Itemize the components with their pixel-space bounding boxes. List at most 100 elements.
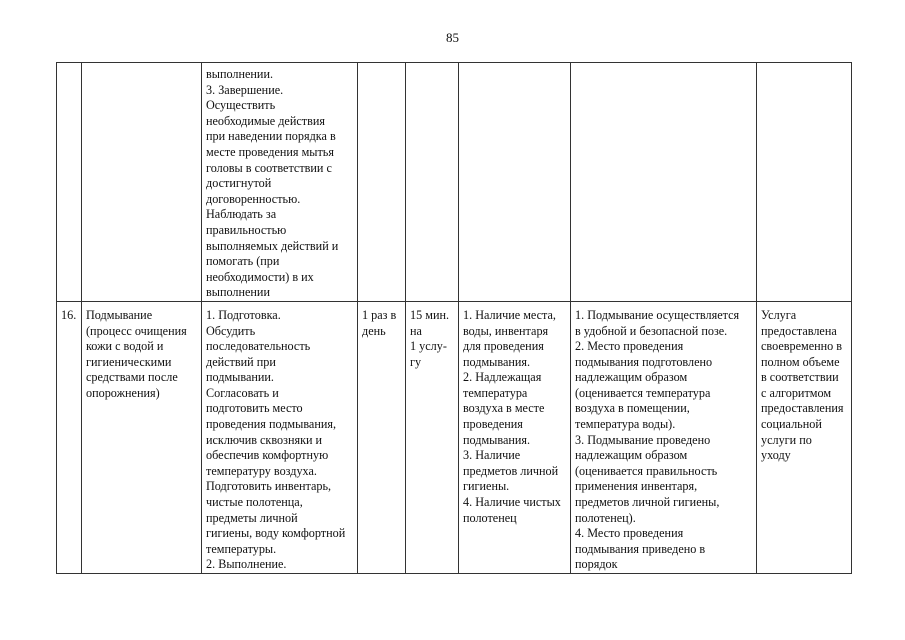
text-line: исключив сквозняки и [206, 432, 323, 447]
text-line: 1. Подмывание осуществляется [575, 307, 740, 322]
text-line: выполняемых действий и [206, 238, 339, 253]
text-line: полотенец [463, 510, 517, 525]
text-line: подмывания подготовлено [575, 354, 713, 369]
text-line: 4. Место проведения [575, 526, 684, 541]
text-line: услуги по [761, 432, 812, 447]
text-line: 2. Надлежащая [463, 370, 542, 385]
text-line: опорожнения) [86, 385, 160, 400]
text-line: полном объеме [761, 354, 840, 369]
text-line: проведения подмывания, [206, 417, 337, 432]
cell-service-name [81, 62, 202, 302]
text-line: 4. Наличие чистых [463, 495, 561, 510]
text-line: головы в соответствии с [206, 160, 332, 175]
cell-frequency: 1 раз в день [357, 300, 406, 575]
text-line: Услуга [761, 307, 797, 322]
cell-result: Услуга предоставлена своевременно в полном … [756, 300, 852, 575]
text-line: подмывания приведено в [575, 541, 706, 556]
text-line: гу [410, 354, 422, 369]
text-line: средствами после [86, 370, 178, 385]
text-line: кожи с водой и [86, 339, 164, 354]
text-line: Осуществить [206, 98, 276, 113]
text-line: выполнении. [206, 67, 274, 81]
cell-number [56, 62, 82, 302]
text-line: температуру воздуха. [206, 463, 317, 478]
cell-result [756, 62, 852, 302]
text-line: температура [463, 385, 528, 400]
cell-service-name: Подмывание (процесс очищения кожи с водой … [81, 300, 202, 575]
text-line: 15 мин. [410, 307, 450, 322]
text-line: (процесс очищения [86, 323, 187, 338]
text-line: проведения [463, 417, 523, 432]
text-line: Подготовить инвентарь, [206, 479, 332, 494]
cell-quality-indicators: 1. Подмывание осуществляется в удобной и … [570, 300, 757, 575]
text-line: (оценивается правильность [575, 463, 718, 478]
text-line: предоставления [761, 401, 844, 416]
text-line: уходу [761, 448, 791, 463]
text-line: обеспечив комфортную [206, 448, 329, 463]
text-line: (оценивается температура [575, 385, 711, 400]
text-line: 2. Выполнение. [206, 557, 287, 572]
text-line: 16. [61, 307, 77, 322]
text-line: применения инвентаря, [575, 479, 698, 494]
text-line: месте проведения мытья [206, 144, 334, 159]
page-number: 85 [446, 30, 459, 45]
text-line: 2. Место проведения [575, 339, 684, 354]
text-line: достигнутой [206, 176, 272, 191]
text-line: воздуха в помещении, [575, 401, 690, 416]
table-row: выполнении. 3. Завершение. Осуществить необ… [56, 62, 852, 302]
text-line: на [410, 323, 422, 338]
text-line: действий при [206, 354, 276, 369]
text-line: своевременно в [761, 339, 843, 354]
text-line: помогать (при [206, 254, 280, 269]
cell-conditions [458, 62, 571, 302]
text-line: в соответствии [761, 370, 839, 385]
cell-description: 1. Подготовка. Обсудить последовательность… [201, 300, 358, 575]
text-line: в удобной и безопасной позе. [575, 323, 728, 338]
text-line: 1 раз в [362, 307, 397, 322]
text-line: при наведении порядка в [206, 129, 336, 144]
text-line: Наблюдать за [206, 207, 277, 222]
cell-quality-indicators [570, 62, 757, 302]
text-line: день [362, 323, 386, 338]
text-line: последовательность [206, 339, 311, 354]
text-line: 1. Подготовка. [206, 307, 281, 322]
text-line: 1 услу- [410, 339, 447, 354]
cell-duration: 15 мин. на 1 услу-гу [405, 300, 459, 575]
text-line: выполнении [206, 285, 270, 300]
cell-number: 16. [56, 300, 82, 575]
text-line: 3. Завершение. [206, 82, 284, 97]
text-line: с алгоритмом [761, 385, 832, 400]
text-line: социальной [761, 417, 822, 432]
text-line: подмывании. [206, 370, 274, 385]
text-line: гигиены. [463, 479, 510, 494]
text-line: предоставлена [761, 323, 837, 338]
services-table: выполнении. 3. Завершение. Осуществить необ… [56, 62, 852, 575]
text-line: подготовить место [206, 401, 303, 416]
cell-duration [405, 62, 459, 302]
text-line: правильностью [206, 222, 287, 237]
text-line: воздуха в месте [463, 401, 545, 416]
text-line: чистые полотенца, [206, 495, 303, 510]
text-line: подмывания. [463, 354, 531, 369]
text-line: температура воды). [575, 417, 676, 432]
cell-conditions: 1. Наличие места, воды, инвентаря для пров… [458, 300, 571, 575]
text-line: надлежащим образом [575, 370, 688, 385]
text-line: подмывания. [463, 432, 531, 447]
text-line: 3. Наличие [463, 448, 521, 463]
text-line: необходимые действия [206, 113, 325, 128]
text-line: для проведения [463, 339, 544, 354]
text-line: предметов личной гигиены, [575, 495, 720, 510]
text-line: Подмывание [86, 307, 153, 322]
text-line: 1. Наличие места, [463, 307, 556, 322]
cell-frequency [357, 62, 406, 302]
text-line: 3. Подмывание проведено [575, 432, 711, 447]
text-line: Согласовать и [206, 385, 279, 400]
text-line: гигиеническими [86, 354, 172, 369]
text-line: воды, инвентаря [463, 323, 549, 338]
text-line: необходимости) в их [206, 269, 314, 284]
text-line: договоренностью. [206, 191, 301, 206]
cell-description: выполнении. 3. Завершение. Осуществить необ… [201, 62, 358, 302]
text-line: Обсудить [206, 323, 256, 338]
text-line: температуры. [206, 541, 277, 556]
text-line: предметов личной [463, 463, 559, 478]
